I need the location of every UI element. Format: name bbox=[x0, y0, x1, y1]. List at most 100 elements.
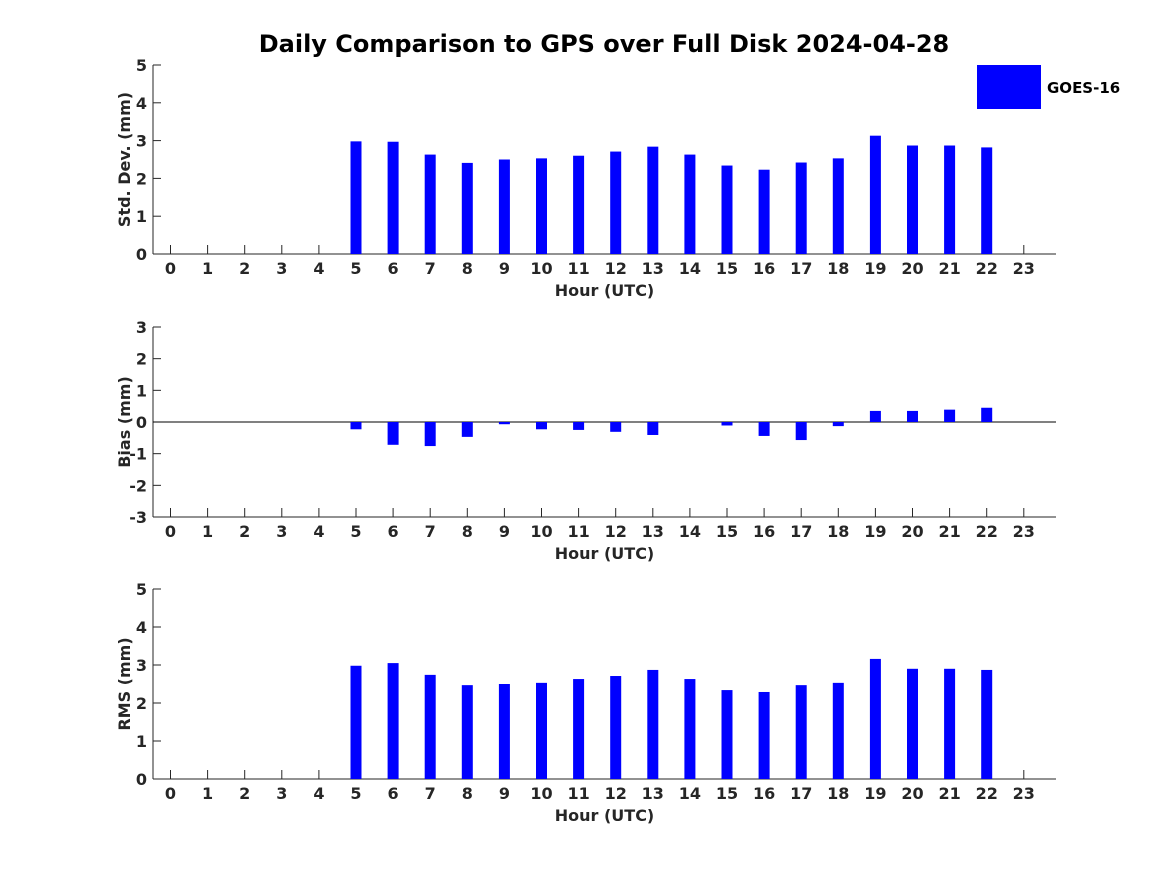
x-tick-label: 3 bbox=[276, 784, 287, 803]
bar-hour-22 bbox=[981, 669, 993, 779]
legend: GOES-16 bbox=[977, 65, 1120, 109]
bar-hour-7 bbox=[424, 154, 436, 254]
bar-hour-19 bbox=[869, 658, 881, 779]
bar-hour-8 bbox=[461, 422, 473, 437]
x-tick-label: 18 bbox=[827, 259, 849, 278]
x-tick-label: 18 bbox=[827, 522, 849, 541]
legend-label-goes-16: GOES-16 bbox=[1047, 79, 1120, 97]
x-tick-label: 19 bbox=[864, 784, 886, 803]
y-tick-label: 5 bbox=[136, 580, 147, 599]
bar-hour-5 bbox=[350, 141, 362, 254]
x-tick-label: 9 bbox=[499, 784, 510, 803]
chart-title: Daily Comparison to GPS over Full Disk 2… bbox=[259, 30, 950, 58]
x-tick-label: 14 bbox=[679, 784, 701, 803]
bar-hour-22 bbox=[981, 407, 993, 422]
bar-hour-13 bbox=[647, 669, 659, 779]
bar-hour-20 bbox=[907, 145, 918, 254]
y-tick-label: 4 bbox=[136, 94, 147, 113]
x-tick-label: 5 bbox=[350, 522, 361, 541]
x-axis-label: Hour (UTC) bbox=[555, 281, 655, 300]
bar-hour-7 bbox=[424, 422, 436, 447]
x-tick-label: 3 bbox=[276, 522, 287, 541]
x-tick-label: 13 bbox=[642, 784, 664, 803]
bar-hour-14 bbox=[684, 154, 696, 254]
x-tick-label: 22 bbox=[976, 784, 998, 803]
y-tick-label: 2 bbox=[136, 169, 147, 188]
x-tick-label: 19 bbox=[864, 522, 886, 541]
bar-hour-15 bbox=[721, 165, 733, 254]
y-tick-label: 1 bbox=[136, 381, 147, 400]
bar-hour-20 bbox=[907, 668, 918, 779]
x-tick-label: 13 bbox=[642, 522, 664, 541]
x-tick-label: 14 bbox=[679, 259, 701, 278]
x-tick-label: 10 bbox=[530, 259, 552, 278]
legend-swatch-goes-16 bbox=[977, 65, 1041, 109]
bar-hour-9 bbox=[498, 422, 510, 425]
x-tick-label: 20 bbox=[901, 522, 923, 541]
bar-hour-21 bbox=[944, 145, 956, 254]
x-tick-label: 11 bbox=[567, 522, 589, 541]
bar-hour-16 bbox=[758, 422, 770, 436]
bar-hour-18 bbox=[832, 422, 844, 427]
x-tick-label: 8 bbox=[462, 784, 473, 803]
x-tick-label: 0 bbox=[165, 259, 176, 278]
bar-hour-5 bbox=[350, 422, 362, 430]
x-tick-label: 5 bbox=[350, 784, 361, 803]
y-tick-label: 3 bbox=[136, 132, 147, 151]
y-tick-label: 1 bbox=[136, 732, 147, 751]
x-tick-label: 21 bbox=[938, 784, 960, 803]
bar-hour-11 bbox=[573, 422, 585, 430]
bar-hour-16 bbox=[758, 691, 770, 779]
x-tick-label: 11 bbox=[567, 784, 589, 803]
bar-hour-6 bbox=[387, 422, 399, 445]
x-tick-label: 1 bbox=[202, 522, 213, 541]
x-tick-label: 13 bbox=[642, 259, 664, 278]
bar-hour-13 bbox=[647, 422, 659, 435]
x-tick-label: 7 bbox=[425, 259, 436, 278]
x-axis-label: Hour (UTC) bbox=[555, 544, 655, 563]
x-tick-label: 12 bbox=[605, 784, 627, 803]
bar-hour-16 bbox=[758, 169, 770, 254]
bar-hour-18 bbox=[832, 682, 844, 779]
x-tick-label: 17 bbox=[790, 784, 812, 803]
x-tick-label: 9 bbox=[499, 522, 510, 541]
x-tick-label: 17 bbox=[790, 259, 812, 278]
x-tick-label: 6 bbox=[388, 259, 399, 278]
bar-hour-11 bbox=[573, 155, 585, 254]
x-tick-label: 16 bbox=[753, 259, 775, 278]
bar-hour-22 bbox=[981, 147, 993, 254]
x-tick-label: 14 bbox=[679, 522, 701, 541]
x-tick-label: 16 bbox=[753, 522, 775, 541]
x-tick-label: 4 bbox=[313, 259, 324, 278]
bar-hour-8 bbox=[461, 685, 473, 779]
x-tick-label: 1 bbox=[202, 784, 213, 803]
bar-hour-9 bbox=[498, 684, 510, 779]
x-tick-label: 12 bbox=[605, 259, 627, 278]
x-tick-label: 5 bbox=[350, 259, 361, 278]
bar-hour-17 bbox=[795, 162, 807, 254]
bar-hour-19 bbox=[869, 135, 881, 254]
x-tick-label: 1 bbox=[202, 259, 213, 278]
x-tick-label: 7 bbox=[425, 522, 436, 541]
y-tick-label: -2 bbox=[129, 476, 147, 495]
x-tick-label: 15 bbox=[716, 522, 738, 541]
x-tick-label: 15 bbox=[716, 259, 738, 278]
x-tick-label: 22 bbox=[976, 522, 998, 541]
y-tick-label: 3 bbox=[136, 318, 147, 337]
bar-hour-14 bbox=[684, 679, 696, 779]
x-tick-label: 10 bbox=[530, 784, 552, 803]
x-tick-label: 6 bbox=[388, 784, 399, 803]
x-tick-label: 8 bbox=[462, 522, 473, 541]
x-tick-label: 17 bbox=[790, 522, 812, 541]
x-tick-label: 9 bbox=[499, 259, 510, 278]
x-tick-label: 4 bbox=[313, 522, 324, 541]
x-tick-label: 18 bbox=[827, 784, 849, 803]
y-tick-label: 0 bbox=[136, 413, 147, 432]
y-tick-label: 2 bbox=[136, 694, 147, 713]
bar-hour-13 bbox=[647, 146, 659, 254]
x-tick-label: 11 bbox=[567, 259, 589, 278]
x-tick-label: 23 bbox=[1013, 522, 1035, 541]
